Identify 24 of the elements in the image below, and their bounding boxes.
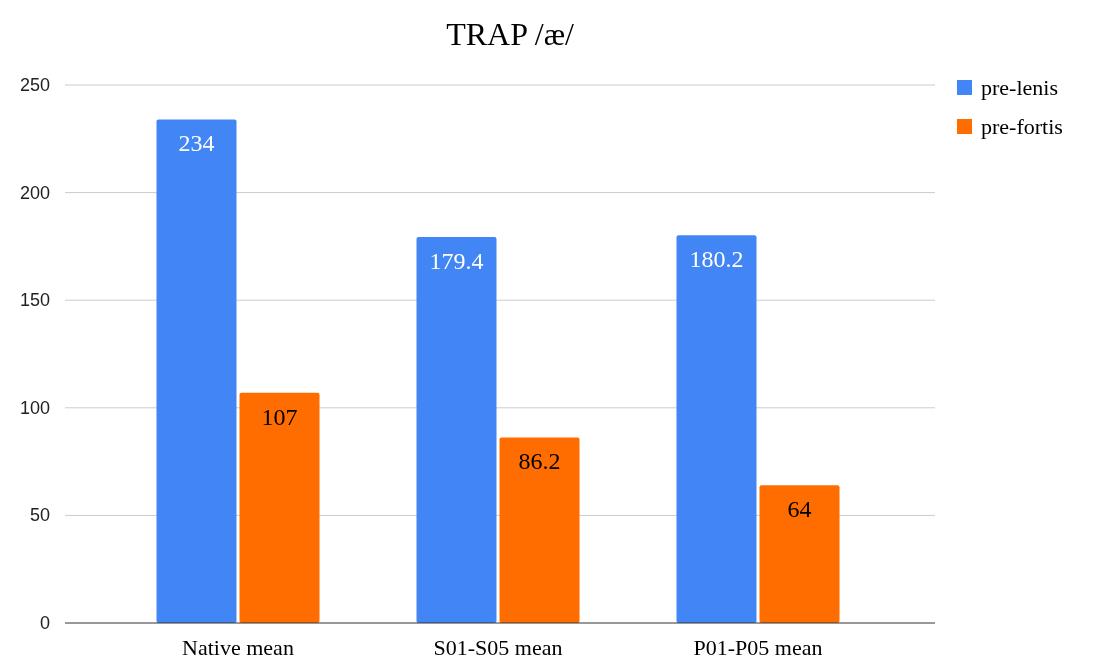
y-tick-label: 100: [19, 397, 50, 418]
bar: [416, 236, 497, 623]
y-tick-label: 50: [29, 505, 50, 526]
bar: [676, 235, 757, 623]
y-tick-label: 0: [39, 613, 50, 633]
data-label: 64: [787, 496, 812, 523]
y-tick-label: 150: [19, 290, 50, 311]
bar: [759, 485, 840, 623]
data-label: 107: [261, 403, 298, 430]
bar: [499, 437, 580, 623]
y-tick-label: 200: [19, 182, 50, 203]
x-tick-label: Native mean: [182, 635, 294, 660]
data-label: 180.2: [689, 246, 744, 273]
data-label: 86.2: [518, 448, 561, 475]
bar: [156, 119, 237, 623]
x-tick-label: S01-S05 mean: [433, 635, 563, 660]
legend-label: pre-fortis: [981, 114, 1063, 139]
legend-label: pre-lenis: [981, 75, 1058, 100]
y-tick-label: 250: [19, 75, 50, 95]
data-label: 179.4: [429, 247, 484, 274]
data-label: 234: [178, 130, 215, 157]
chart-title: TRAP /æ/: [446, 16, 574, 52]
x-tick-label: P01-P05 mean: [693, 635, 823, 660]
bar: [239, 392, 320, 623]
